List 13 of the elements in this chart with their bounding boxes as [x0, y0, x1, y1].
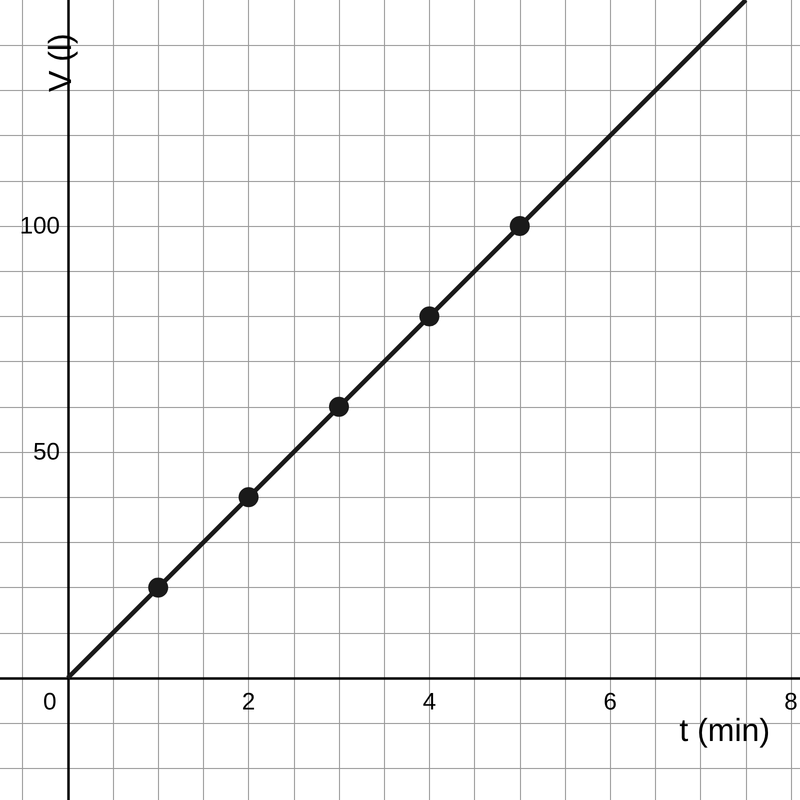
x-tick-label: 4: [422, 688, 436, 716]
y-tick-label: 100: [20, 212, 60, 240]
point: [238, 487, 259, 508]
point: [329, 396, 349, 417]
point: [419, 306, 440, 326]
point: [148, 578, 168, 598]
x-tick-label: 6: [603, 688, 617, 716]
x-tick-label: 2: [242, 688, 256, 716]
point: [510, 216, 530, 236]
y-tick-label: 50: [33, 438, 60, 466]
x-axis-title: t (min): [679, 712, 770, 748]
x-tick-label: 8: [784, 688, 798, 716]
x-tick-label: 0: [43, 688, 56, 716]
